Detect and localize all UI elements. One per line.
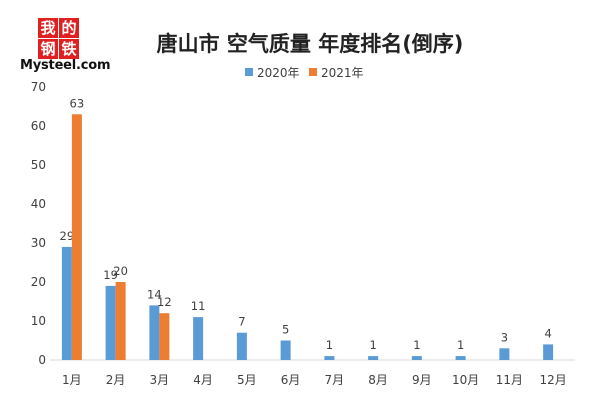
x-tick-label: 7月	[325, 373, 345, 387]
data-label: 12	[157, 295, 172, 309]
bar-2021年-3月	[159, 313, 170, 360]
logo-char-4: 铁	[59, 39, 79, 59]
x-tick-label: 9月	[412, 373, 432, 387]
bar-2021年-2月	[115, 282, 126, 360]
bar-2020年-12月	[543, 344, 554, 360]
bar-2021年-1月	[71, 114, 82, 360]
legend-label: 2020年	[257, 66, 300, 80]
logo-char-3: 钢	[38, 39, 58, 59]
data-label: 19	[103, 268, 118, 282]
logo-char-1: 我	[38, 18, 58, 38]
data-label: 20	[113, 264, 128, 278]
bar-2020年-2月	[105, 285, 116, 360]
data-label: 3	[501, 330, 508, 344]
bar-2020年-1月	[61, 246, 72, 360]
legend-swatch-2020年	[245, 68, 253, 76]
x-tick-label: 4月	[193, 373, 213, 387]
bar-2020年-9月	[411, 356, 422, 360]
logo-char-2: 的	[59, 18, 79, 38]
bar-2020年-6月	[280, 340, 291, 360]
x-tick-label: 10月	[452, 373, 479, 387]
mysteel-logo: 我 的 钢 铁 Mysteel.com	[20, 18, 115, 76]
bar-2020年-7月	[324, 356, 335, 360]
data-label: 5	[282, 323, 289, 337]
x-tick-label: 5月	[237, 373, 257, 387]
data-label: 14	[147, 287, 162, 301]
bar-2020年-5月	[236, 332, 247, 360]
y-tick-label: 60	[31, 119, 46, 133]
x-tick-label: 8月	[368, 373, 388, 387]
y-tick-label: 30	[31, 236, 46, 250]
bar-2020年-10月	[455, 356, 466, 360]
bar-2020年-3月	[149, 305, 160, 360]
chart-title: 唐山市 空气质量 年度排名(倒序)	[156, 32, 464, 56]
y-tick-label: 10	[31, 314, 46, 328]
y-tick-label: 70	[31, 80, 46, 94]
data-label: 1	[457, 338, 464, 352]
logo-text: Mysteel.com	[20, 58, 111, 73]
x-tick-label: 3月	[150, 373, 170, 387]
y-tick-label: 20	[31, 275, 46, 289]
data-label: 1	[326, 338, 333, 352]
x-tick-label: 2月	[106, 373, 126, 387]
data-label: 29	[60, 229, 75, 243]
x-tick-label: 12月	[539, 373, 566, 387]
legend-swatch-2021年	[309, 68, 317, 76]
data-label: 1	[369, 338, 376, 352]
legend-label: 2021年	[321, 66, 364, 80]
x-tick-label: 1月	[62, 373, 82, 387]
data-label: 11	[191, 299, 206, 313]
bar-2020年-8月	[368, 356, 379, 360]
data-label: 7	[238, 315, 245, 329]
y-tick-label: 40	[31, 197, 46, 211]
y-tick-label: 0	[38, 353, 46, 367]
data-label: 4	[544, 326, 551, 340]
x-tick-label: 11月	[496, 373, 523, 387]
bar-2020年-4月	[193, 317, 204, 360]
y-tick-label: 50	[31, 158, 46, 172]
x-tick-label: 6月	[281, 373, 301, 387]
bar-2020年-11月	[499, 348, 510, 360]
data-label: 1	[413, 338, 420, 352]
data-label: 63	[70, 96, 85, 110]
